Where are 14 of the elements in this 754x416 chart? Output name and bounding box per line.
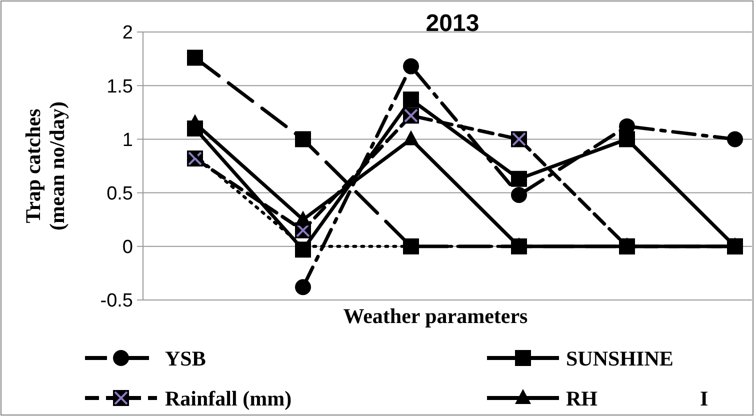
chart-title: 2013 bbox=[426, 10, 480, 37]
y-tick-label: -0.5 bbox=[100, 290, 133, 312]
y-tick-label: 1.5 bbox=[106, 76, 133, 98]
legend-label: RH bbox=[566, 386, 598, 410]
y-tick-label: 0.5 bbox=[106, 183, 133, 204]
x-axis-title: Weather parameters bbox=[343, 304, 528, 328]
legend-label: SUNSHINE bbox=[566, 346, 674, 370]
y-tick-label: 1 bbox=[122, 130, 133, 151]
legend-label: YSB bbox=[165, 346, 206, 370]
y-tick-label: 2 bbox=[122, 22, 133, 44]
legend-label: Rainfall (mm) bbox=[165, 386, 292, 410]
text: I bbox=[700, 386, 708, 410]
y-axis-title: Trap catches (mean no/day) bbox=[21, 102, 69, 230]
y-tick-label: 0 bbox=[122, 237, 133, 258]
